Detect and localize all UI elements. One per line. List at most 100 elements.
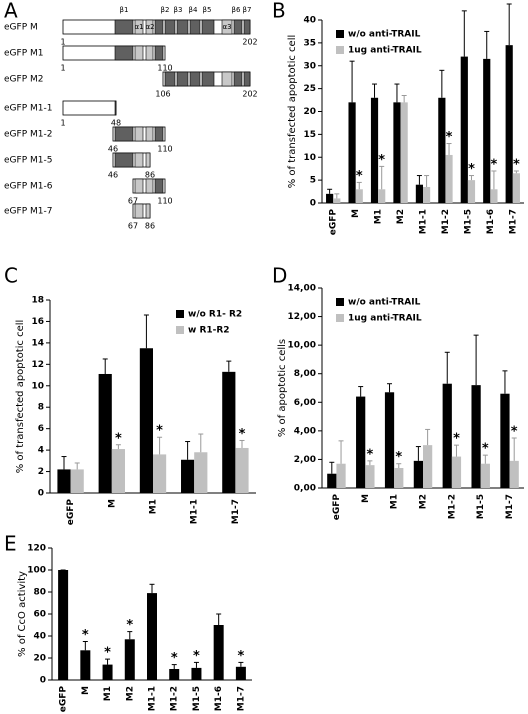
x-tick-label: M1-1 [148,686,158,711]
bar [153,454,167,493]
significance-mark: * [446,130,453,145]
x-tick-label: M1-2 [170,686,180,711]
feature-label: β7 [243,6,252,14]
domain-segment [114,19,134,35]
residue-start: 1 [60,119,65,128]
x-tick-label: M2 [396,209,406,224]
domain-segment [134,203,144,219]
y-tick-label: 4 [38,446,44,456]
x-tick-label: M1 [390,494,400,509]
significance-mark: * [156,424,163,439]
construct-label: eGFP M1-6 [4,182,53,192]
bar [423,445,433,488]
significance-mark: * [395,450,402,465]
y-tick-label: 8 [38,403,44,413]
y-tick-label: 40 [33,632,46,642]
bar [356,396,366,488]
y-tick-label: 0 [310,199,316,209]
domain-segment [176,71,189,87]
bar [438,97,446,203]
domain-segment [145,203,151,219]
domain-segment [114,100,117,116]
domain-segment [164,71,176,87]
y-tick-label: 14 [31,338,44,348]
residue-start: 67 [128,197,138,206]
bar [445,154,453,203]
residue-end: 110 [157,64,172,73]
residue-end: 202 [242,38,257,47]
feature-label: β4 [189,6,198,14]
significance-mark: * [453,432,460,447]
domain-segment [233,19,243,35]
bar [235,447,249,493]
y-axis-title: % of apoptotic cells [277,339,288,437]
domain-segment [189,19,201,35]
domain-segment [243,71,251,87]
bar [235,666,246,680]
bar [98,373,112,493]
y-tick-label: 14,00 [288,284,316,294]
y-tick-label: 6,00 [294,398,316,408]
bar [139,348,153,493]
bar [500,393,510,488]
residue-end: 110 [157,197,172,206]
x-tick-label: M1-7 [236,686,246,711]
y-tick-label: 0,00 [294,484,316,494]
domain-segment [145,178,154,194]
residue-start: 67 [128,222,138,231]
x-tick-label: M [81,686,91,695]
domain-segment [114,45,134,61]
bar [471,385,481,488]
domain-segment [201,19,215,35]
domain-segment [233,71,243,87]
significance-mark: * [239,427,246,442]
bar [423,186,431,203]
construct-label: eGFP M1-5 [4,156,52,166]
construct-box [62,100,117,116]
bar [58,570,69,680]
panel-letter: C [4,264,18,288]
y-tick-label: 8,00 [294,369,316,379]
bar [181,459,195,493]
domain-segment [189,71,201,87]
y-tick-label: 0 [38,489,44,499]
residue-end: 48 [111,119,121,128]
significance-mark: * [366,447,373,462]
y-axis-title: % of CcO activity [17,571,28,657]
x-tick-label: M1-7 [231,499,241,524]
y-axis-title: % of transfected apoptotic cell [15,320,26,474]
significance-mark: * [104,646,111,661]
bar [191,667,202,680]
domain-segment [221,19,233,35]
bar [460,56,468,203]
residue-start: 46 [108,171,118,180]
residue-end: 86 [145,222,155,231]
y-tick-label: 10,00 [288,341,316,351]
legend-label: w/o R1- R2 [188,310,242,320]
x-tick-label: M2 [419,494,429,509]
y-tick-label: 60 [33,610,46,620]
y-tick-label: 40 [303,16,316,26]
legend-swatch [176,326,184,334]
y-tick-label: 20 [33,654,46,664]
y-tick-label: 35 [303,38,316,48]
legend-swatch [336,46,344,54]
domain-segment [243,19,251,35]
bar [194,452,208,493]
residue-start: 1 [60,64,65,73]
domain-segment [134,126,144,142]
bar [512,173,520,203]
y-tick-label: 25 [303,84,316,94]
x-tick-label: M1 [374,209,384,224]
legend-label: w/o anti-TRAIL [348,298,421,308]
x-tick-label: eGFP [329,209,339,236]
bar [80,650,91,680]
bar [400,102,408,203]
domain-segment [201,71,215,87]
y-tick-label: 2 [38,467,44,477]
y-tick-label: 120 [27,544,46,554]
significance-mark: * [513,157,520,172]
bar [222,371,236,493]
domain-segment [114,152,134,168]
bar [393,102,401,203]
